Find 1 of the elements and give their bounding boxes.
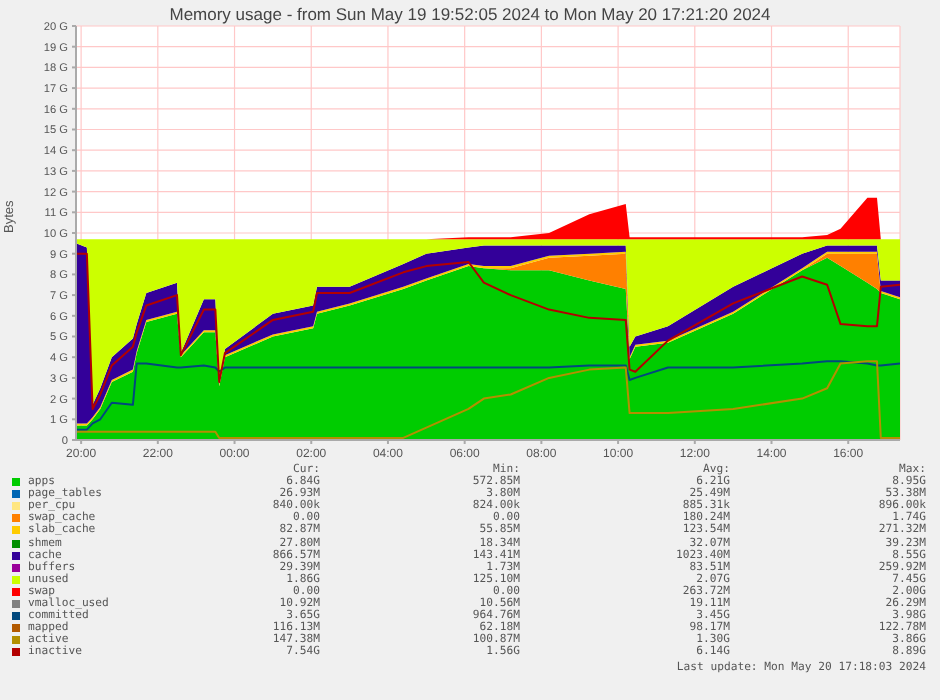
chart-title: Memory usage - from Sun May 19 19:52:05 2024 to Mon May 20 17:21:20 2024 <box>167 4 773 24</box>
